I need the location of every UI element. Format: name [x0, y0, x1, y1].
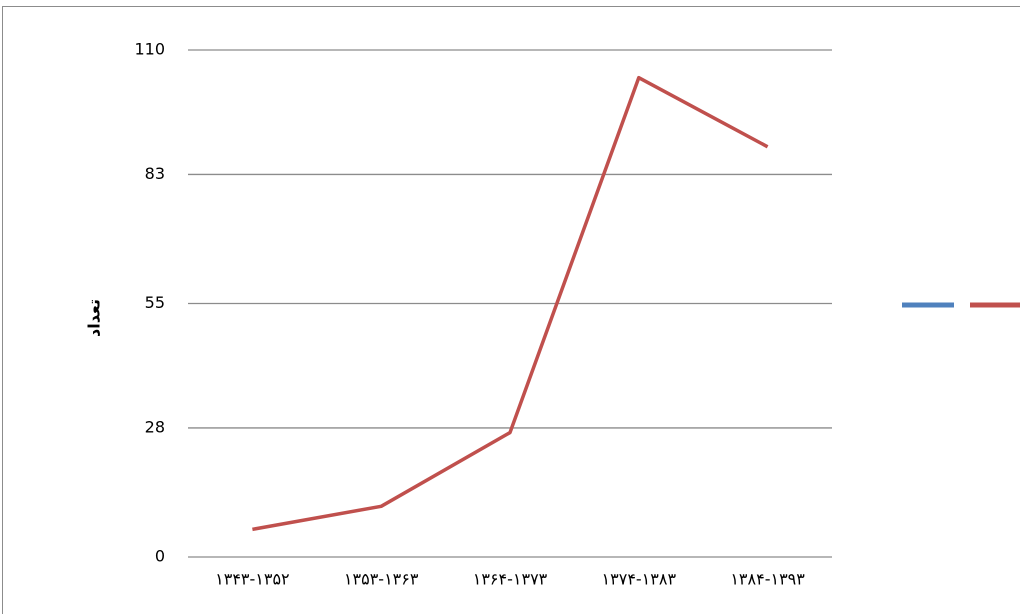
y-axis-title: تعداد — [85, 299, 104, 337]
y-tick-label: 0 — [155, 547, 165, 566]
y-tick-label: 55 — [145, 293, 165, 312]
y-tick-label: 110 — [134, 40, 165, 59]
x-tick-label: ۱۳۶۴-۱۳۷۳ — [473, 570, 548, 589]
line-series — [252, 75, 769, 532]
x-tick-label: ۱۳۴۳-۱۳۵۲ — [215, 570, 290, 589]
x-tick-label: ۱۳۷۴-۱۳۸۳ — [602, 570, 677, 589]
chart-frame — [2, 6, 1020, 614]
y-tick-label: 28 — [145, 417, 165, 436]
x-tick-label: ۱۳۵۳-۱۳۶۳ — [344, 570, 419, 589]
y-tick-label: 83 — [145, 164, 165, 183]
x-tick-label: ۱۳۸۴-۱۳۹۳ — [730, 570, 805, 589]
